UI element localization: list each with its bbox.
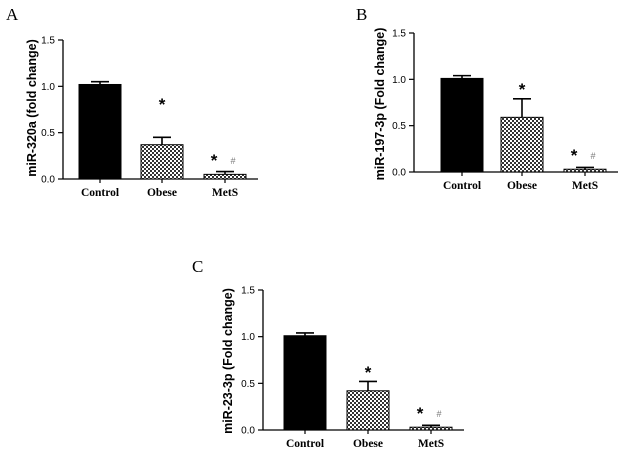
y-tick-label: 0.5 <box>392 121 406 132</box>
y-ticks: 0.0 0.5 1.0 1.5 <box>392 29 414 179</box>
significance-star: * <box>365 363 372 382</box>
x-ticks: Control Obese MetS <box>81 179 238 199</box>
bar-control <box>78 83 122 180</box>
bar-mets <box>563 168 607 173</box>
x-ticks: Control Obese MetS <box>286 430 444 450</box>
x-tick-label: Control <box>443 180 481 192</box>
significance-star: * <box>417 404 424 423</box>
x-tick-label: MetS <box>572 180 598 192</box>
significance-marks: * * # <box>159 95 236 170</box>
significance-hash: # <box>230 156 235 166</box>
bar-mets <box>409 426 453 431</box>
bar-obese <box>500 116 544 173</box>
y-tick-label: 1.0 <box>41 82 55 93</box>
y-axis-label: miR-320a (fold change) <box>25 39 39 177</box>
panel-c: C miR-23-3p (Fold change) 0.0 0.5 1.0 1.5 C… <box>192 257 464 450</box>
x-tick-label: Obese <box>147 187 177 199</box>
y-tick-label: 0.5 <box>241 379 255 390</box>
x-ticks: Control Obese MetS <box>443 172 598 192</box>
significance-star: * <box>571 146 578 165</box>
y-tick-label: 0.0 <box>392 168 406 179</box>
panel-letter: B <box>356 5 367 24</box>
significance-star: * <box>159 95 166 114</box>
panel-letter: C <box>192 257 203 276</box>
x-tick-label: Obese <box>353 438 383 450</box>
y-axis-label: miR-197-3p (Fold change) <box>373 28 387 181</box>
y-tick-label: 0.5 <box>41 128 55 139</box>
bar-control <box>440 77 484 173</box>
panel-a: A miR-320a (fold change) 0.0 0.5 1.0 1.5 Co… <box>6 5 258 199</box>
x-tick-label: Obese <box>507 180 537 192</box>
y-tick-label: 1.5 <box>41 36 55 47</box>
y-axis-label: miR-23-3p (Fold change) <box>221 288 235 434</box>
panel-b: B miR-197-3p (Fold change) 0.00.51.01.5 … <box>356 5 618 192</box>
x-tick-label: Control <box>286 438 324 450</box>
x-tick-label: Control <box>81 187 119 199</box>
bar-control <box>283 335 327 431</box>
bars <box>440 74 607 173</box>
panel-letter: A <box>6 5 19 24</box>
significance-marks: * * # <box>519 80 596 165</box>
x-tick-label: MetS <box>418 438 444 450</box>
bars <box>283 332 453 431</box>
significance-marks: * * # <box>365 363 442 423</box>
y-ticks: 0.0 0.5 1.0 1.5 <box>41 36 63 186</box>
y-ticks: 0.0 0.5 1.0 1.5 <box>241 286 263 437</box>
y-tick-label: 0.0 <box>241 426 255 437</box>
y-tick-label: 1.0 <box>392 75 406 86</box>
significance-star: * <box>211 151 218 170</box>
y-tick-label: 1.5 <box>241 286 255 297</box>
bar-obese <box>140 144 184 180</box>
significance-star: * <box>519 80 526 99</box>
significance-hash: # <box>436 409 441 419</box>
y-tick-label: 1.5 <box>392 29 406 40</box>
y-tick-label: 0.0 <box>41 175 55 186</box>
bar-obese <box>346 390 390 431</box>
y-tick-label: 1.0 <box>241 332 255 343</box>
bar-mets <box>203 173 247 180</box>
x-tick-label: MetS <box>212 187 238 199</box>
significance-hash: # <box>590 151 595 161</box>
